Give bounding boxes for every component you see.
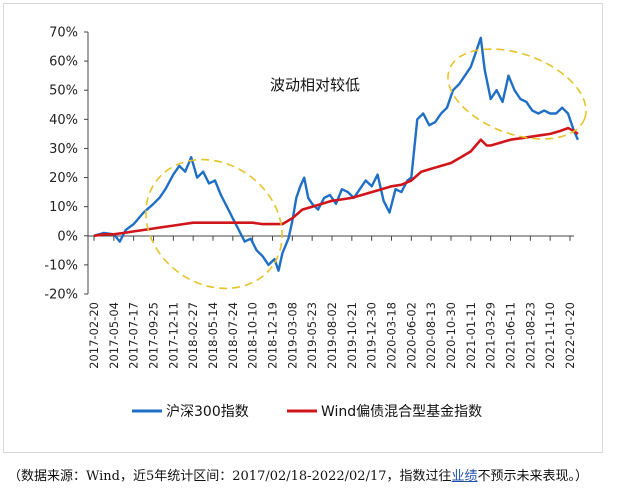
source-note-text: （数据来源：Wind，近5年统计区间：2017/02/18-2022/02/17… bbox=[8, 469, 452, 484]
source-note: （数据来源：Wind，近5年统计区间：2017/02/18-2022/02/17… bbox=[8, 465, 638, 484]
y-tick-label: 10% bbox=[49, 200, 78, 215]
y-ticks: 70% 60% 50% 40% 30% 20% 10% 0% -10% -20% bbox=[44, 26, 88, 303]
x-tick-label: 2019-05-23 bbox=[305, 302, 319, 369]
x-tick-label: 2022-01-20 bbox=[563, 302, 577, 369]
x-tick-label: 2017-05-04 bbox=[107, 302, 121, 369]
x-tick-label: 2021-03-29 bbox=[484, 302, 498, 369]
y-tick-label: 60% bbox=[49, 55, 78, 70]
y-tick-label: -10% bbox=[44, 258, 78, 273]
source-note-link[interactable]: 业绩 bbox=[451, 469, 478, 484]
y-tick-label: 20% bbox=[49, 171, 78, 186]
x-tick-label: 2021-06-11 bbox=[504, 302, 518, 369]
source-note-text-end: 不预示未来表现。） bbox=[477, 469, 589, 484]
x-tick-label: 2018-05-14 bbox=[206, 302, 220, 369]
y-tick-label: 40% bbox=[49, 113, 78, 128]
x-tick-label: 2019-03-08 bbox=[285, 302, 299, 369]
legend: 沪深300指数 Wind偏债混合型基金指数 bbox=[132, 403, 482, 420]
x-tick-label: 2018-10-10 bbox=[246, 302, 260, 369]
x-tick-label: 2020-06-02 bbox=[404, 302, 418, 369]
x-tick-label: 2017-12-11 bbox=[166, 302, 180, 369]
annotation-label: 波动相对较低 bbox=[270, 76, 360, 94]
highlight-ellipse-right bbox=[447, 48, 587, 140]
series-line-2 bbox=[93, 126, 579, 238]
x-tick-label: 2019-12-30 bbox=[365, 302, 379, 369]
x-tick-label: 2019-08-02 bbox=[325, 302, 339, 369]
legend-label-series-1: 沪深300指数 bbox=[166, 404, 249, 420]
x-tick-label: 2018-12-19 bbox=[266, 302, 280, 369]
x-tick-label: 2021-01-11 bbox=[464, 302, 478, 369]
x-tick-label: 2017-02-20 bbox=[87, 302, 101, 369]
y-tick-label: 0% bbox=[57, 229, 78, 244]
x-tick-label: 2018-07-24 bbox=[226, 302, 240, 369]
y-tick-label: 50% bbox=[49, 84, 78, 99]
x-tick-label: 2017-07-17 bbox=[127, 302, 141, 369]
legend-label-series-2: Wind偏债混合型基金指数 bbox=[321, 403, 482, 420]
x-tick-label: 2021-08-23 bbox=[523, 302, 537, 369]
x-tick-label: 2021-11-10 bbox=[543, 302, 557, 369]
y-tick-label: -20% bbox=[44, 288, 78, 303]
y-tick-label: 70% bbox=[49, 26, 78, 41]
series-line-1 bbox=[93, 36, 579, 272]
x-tick-label: 2020-10-30 bbox=[444, 302, 458, 369]
x-tick-label: 2018-02-27 bbox=[186, 302, 200, 369]
y-tick-label: 30% bbox=[49, 142, 78, 157]
chart-frame: 70% 60% 50% 40% 30% 20% 10% 0% -10% -20% 2017-02-… bbox=[3, 3, 603, 453]
x-tick-label: 2019-10-21 bbox=[345, 302, 359, 369]
x-tick-label: 2017-09-25 bbox=[147, 302, 161, 369]
x-tick-label: 2020-03-18 bbox=[385, 302, 399, 369]
x-ticks: 2017-02-20 2017-05-04 2017-07-17 2017-09-25… bbox=[87, 235, 577, 369]
series-lines bbox=[93, 36, 579, 272]
line-chart: 70% 60% 50% 40% 30% 20% 10% 0% -10% -20% 2017-02-… bbox=[44, 26, 587, 420]
x-tick-label: 2020-08-13 bbox=[424, 302, 438, 369]
